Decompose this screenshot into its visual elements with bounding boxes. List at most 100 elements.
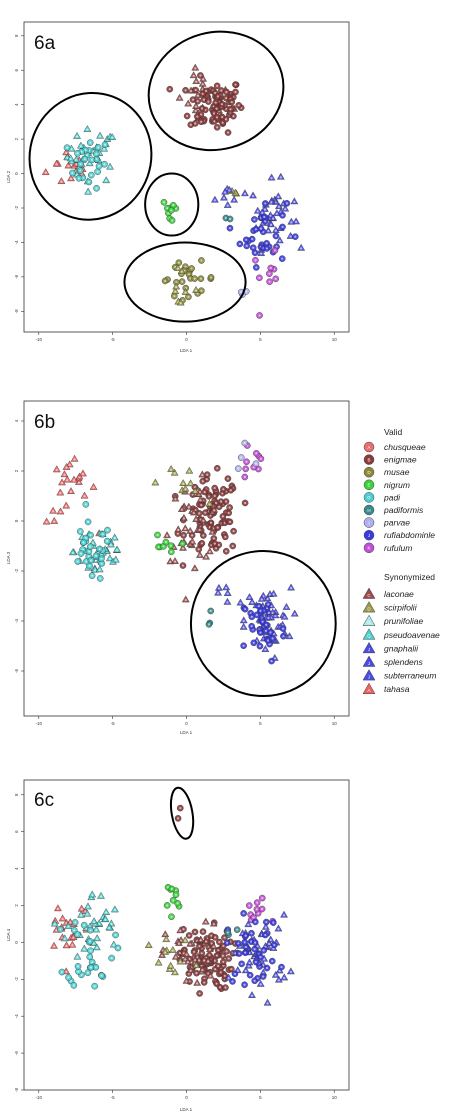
point-subterraneum-glyph xyxy=(247,965,250,968)
point-tahasa-glyph xyxy=(60,481,64,485)
point-enigmae-glyph xyxy=(189,123,192,126)
point-padiformis-glyph xyxy=(224,216,227,220)
point-enigmae-glyph xyxy=(229,489,232,492)
point-rufiabdominle-glyph xyxy=(242,644,245,647)
point-pseudoavenae-glyph xyxy=(113,908,116,912)
point-padi-glyph xyxy=(87,555,90,558)
point-tahasa-glyph xyxy=(75,163,78,166)
point-padi-glyph xyxy=(95,152,98,155)
point-subterraneum-glyph xyxy=(294,220,298,224)
point-enigmae-glyph xyxy=(215,107,218,110)
point-nigrum-glyph xyxy=(162,545,165,548)
ellipses-6a xyxy=(28,30,285,323)
point-enigmae-glyph xyxy=(205,478,208,481)
x-tick-label: 0 xyxy=(185,337,188,342)
point-padi-glyph xyxy=(89,949,92,952)
point-rufiabdominle-glyph xyxy=(252,246,255,249)
point-nigrum-glyph xyxy=(170,550,173,553)
legend-marker-scirpifolii xyxy=(362,601,376,613)
point-laconae-glyph xyxy=(195,80,198,83)
point-enigmae-glyph xyxy=(200,107,204,110)
legend-marker-letter: B xyxy=(367,457,370,462)
point-scirpifolii-glyph xyxy=(194,289,198,292)
point-laconae-glyph xyxy=(178,97,181,100)
point-rufiabdominle-glyph xyxy=(269,631,272,634)
y-ticks-6c: -8 -6 -4 -2 0 2 4 6 8 xyxy=(14,793,24,1092)
point-gnaphalii-glyph xyxy=(226,204,229,207)
point-pseudoavenae-glyph xyxy=(83,948,86,951)
point-rufulum-glyph xyxy=(257,912,260,915)
point-padi-glyph xyxy=(79,169,82,172)
point-padi-glyph xyxy=(76,152,79,155)
point-tahasa-glyph xyxy=(69,921,72,924)
legend-label-tahasa: tahasa xyxy=(384,684,410,694)
point-laconae-glyph xyxy=(194,959,197,962)
point-laconae-glyph xyxy=(184,958,187,961)
point-musae-glyph xyxy=(173,294,176,298)
point-pseudoavenae-glyph xyxy=(105,911,108,914)
y-tick-label: -2 xyxy=(14,206,19,210)
point-pseudoavenae-glyph xyxy=(114,559,117,562)
point-subterraneum-glyph xyxy=(227,977,230,980)
point-enigmae-glyph xyxy=(225,550,228,553)
legend-marker-letter: G xyxy=(367,620,371,625)
point-laconae-glyph xyxy=(187,506,190,509)
point-parvae-glyph xyxy=(240,456,243,459)
point-rufiabdominle-glyph xyxy=(263,215,266,219)
point-subterraneum-glyph xyxy=(278,239,281,243)
point-tahasa-glyph xyxy=(83,495,86,498)
point-subterraneum-glyph xyxy=(293,200,296,204)
point-enigmae-glyph xyxy=(201,480,204,483)
point-padi-glyph xyxy=(106,540,109,543)
point-laconae-glyph xyxy=(184,598,187,602)
point-enigmae-glyph xyxy=(221,121,224,124)
point-nigrum-glyph xyxy=(162,201,166,204)
point-padi-glyph xyxy=(76,933,79,936)
point-laconae-glyph xyxy=(180,508,183,511)
point-rufiabdominle-glyph xyxy=(259,609,262,612)
point-padi-glyph xyxy=(103,163,106,166)
point-scirpifolii-glyph xyxy=(182,482,185,485)
point-musae-glyph xyxy=(164,279,167,283)
point-laconae-glyph xyxy=(169,560,172,564)
point-pseudoavenae-glyph xyxy=(91,893,94,897)
legend-heading-synonymized: Synonymized xyxy=(384,572,435,582)
point-enigmae-glyph xyxy=(232,115,235,118)
point-enigmae-glyph xyxy=(209,521,213,524)
point-enigmae-glyph xyxy=(222,960,225,963)
point-padi-glyph xyxy=(95,187,98,190)
point-padi-glyph xyxy=(71,171,74,175)
point-padi-glyph xyxy=(60,970,63,974)
legend-marker-letter: D xyxy=(367,606,371,611)
point-rufiabdominle-glyph xyxy=(226,941,229,944)
point-subterraneum-glyph xyxy=(261,211,264,214)
legend-marker-letter: H xyxy=(367,508,370,513)
point-nigrum-glyph xyxy=(156,533,159,537)
point-tahasa-glyph xyxy=(51,510,55,513)
point-padi-glyph xyxy=(97,146,100,149)
y-axis-label-6b: LDA 3 xyxy=(6,551,11,564)
point-enigmae-glyph xyxy=(168,88,171,91)
point-subterraneum-glyph xyxy=(272,593,275,596)
point-laconae-glyph xyxy=(197,959,201,962)
point-laconae-glyph xyxy=(193,567,196,570)
point-enigmae-glyph xyxy=(225,97,228,100)
point-pseudoavenae-glyph xyxy=(98,922,101,926)
point-enigmae-glyph xyxy=(228,520,232,523)
point-enigmae-glyph xyxy=(227,511,230,515)
legend-label-enigmae: enigmae xyxy=(384,455,417,465)
point-laconae-glyph xyxy=(185,980,188,983)
point-subterraneum-glyph xyxy=(248,596,251,599)
x-axis-label-6c: LDA 1 xyxy=(180,1107,193,1112)
point-pseudoavenae-glyph xyxy=(70,160,73,163)
point-pseudoavenae-glyph xyxy=(93,569,97,572)
point-padi-glyph xyxy=(89,534,92,537)
point-rufiabdominle-glyph xyxy=(265,247,268,250)
point-pseudoavenae-glyph xyxy=(76,956,79,959)
point-rufiabdominle-glyph xyxy=(228,227,232,230)
point-musae-glyph xyxy=(187,295,190,298)
point-laconae-glyph xyxy=(192,74,195,77)
point-laconae-glyph xyxy=(202,519,205,522)
point-padi-glyph xyxy=(88,955,91,958)
